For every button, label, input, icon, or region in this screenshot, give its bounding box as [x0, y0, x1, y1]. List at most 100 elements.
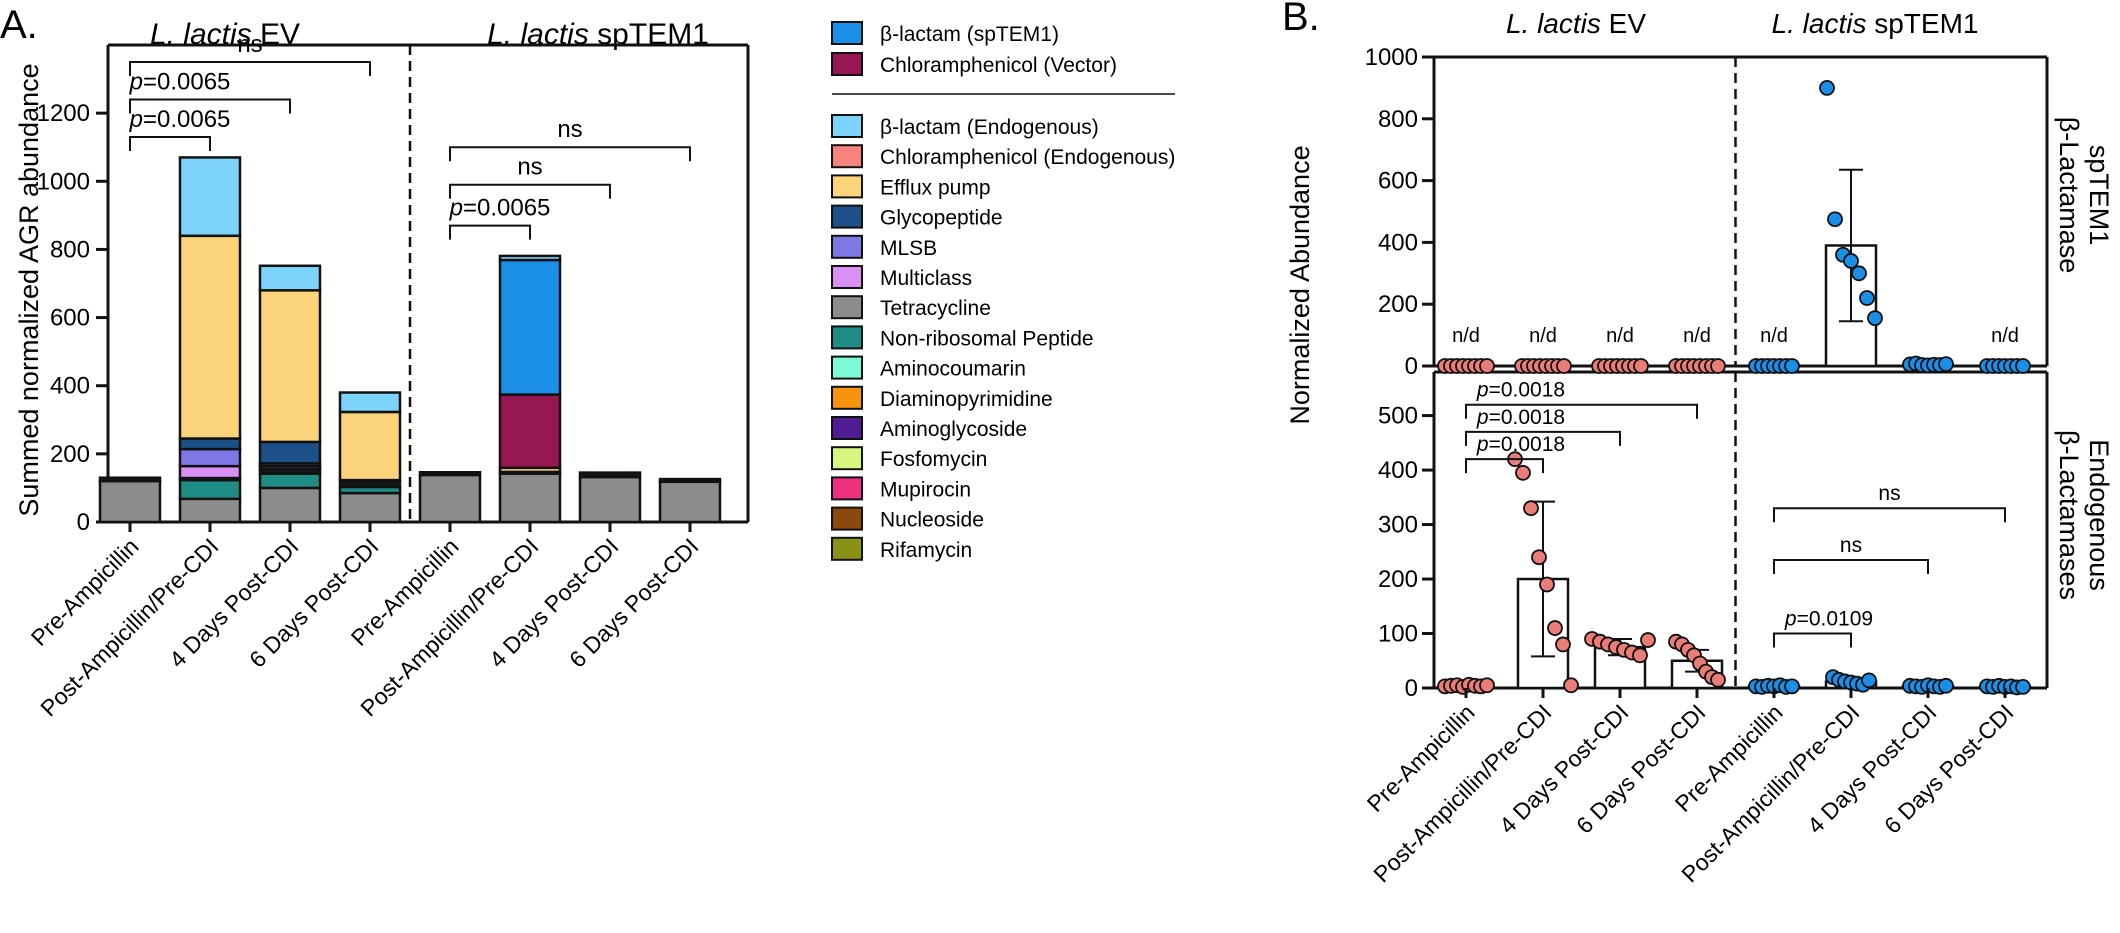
panel-b-data-point: [1539, 576, 1555, 593]
legend-swatch-fosfomycin: [831, 446, 863, 471]
bar-segment-tetracycline: [658, 480, 722, 524]
panel-b-data-point: [1479, 677, 1495, 694]
legend-swatch-efflux-pump: [831, 174, 863, 199]
legend: β-lactam (spTEM1) Chloramphenicol (Vector…: [831, 21, 1175, 562]
panel-a: A. L. lactis EV L. lactis spTEM1 Summed …: [0, 3, 750, 721]
legend-label-glycopeptide: Glycopeptide: [880, 207, 1003, 230]
panel-b-nd-label: n/d: [1452, 325, 1480, 347]
panel-b-data-point: [1710, 671, 1726, 688]
panel-a-sig-label: ns: [237, 31, 262, 58]
legend-label-lactam-endogenous: β-lactam (Endogenous): [880, 116, 1099, 139]
panel-b-y-tick-label: 0: [1405, 353, 1418, 380]
panel-a-sig-bracket: [449, 183, 611, 199]
panel-b-marks: n/d n/d n/d n/d n/d n/d: [1437, 80, 2032, 696]
legend-label-rifamycin: Rifamycin: [880, 539, 972, 562]
legend-swatch-chloramphenicol-endogenous: [831, 144, 863, 169]
panel-b-sig-bracket: [1773, 507, 2006, 523]
panel-a-y-tick-label: 1200: [37, 100, 90, 127]
bar-segment-glycopeptide: [178, 437, 242, 451]
panel-b-data-point: [1640, 632, 1656, 648]
panel-b-row1-label-line2: β-Lactamase: [2054, 117, 2084, 274]
panel-b-data-point: [1515, 464, 1531, 481]
bar-segment-tetracycline: [258, 486, 322, 524]
panel-b-y-tick-label: 1000: [1365, 44, 1418, 71]
legend-label-aminocoumarin: Aminocoumarin: [880, 358, 1026, 381]
panel-b-data-point: [1827, 211, 1843, 228]
legend-swatch-non-ribosomal-peptide: [831, 325, 863, 350]
panel-a-y-tick-label: 800: [50, 236, 90, 263]
panel-a-sig-bracket: [449, 146, 691, 162]
panel-a-y-tick-label: 600: [50, 305, 90, 332]
panel-b-nd-label: n/d: [1683, 325, 1711, 347]
legend-swatch-glycopeptide: [831, 204, 863, 229]
legend-swatch-chloramphenicol-vector: [831, 52, 863, 76]
panel-b-x-tick-label: 4 Days Post-CDI: [1494, 699, 1633, 838]
bar-segment-non-ribosomal-peptide: [178, 478, 242, 501]
panel-a-sig-label-p: p: [449, 195, 463, 222]
panel-b-axes: 0 200 400 600 800 1000 0 100 200 300 400 500: [1365, 44, 2049, 702]
legend-label-mupirocin: Mupirocin: [880, 478, 971, 501]
bar-segment-rifamycin: [578, 471, 642, 479]
panel-b: B. L. lactis EV L. lactis spTEM1 Normali…: [1282, 0, 2114, 887]
panel-b-y-axis-label: Normalized Abundance: [1285, 145, 1315, 424]
panel-a-sig-bracket: [129, 61, 371, 77]
panel-b-sig-label-value: =0.0018: [1489, 433, 1566, 456]
panel-a-label: A.: [0, 3, 38, 47]
panel-b-sig-bracket: [1773, 632, 1852, 648]
panel-b-sig-label: p=0.0109: [1784, 608, 1873, 631]
panel-b-x-tick-label: 6 Days Post-CDI: [1571, 699, 1710, 838]
panel-b-data-point: [1819, 80, 1835, 96]
panel-b-data-point: [1784, 358, 1800, 374]
panel-b-y-tick-label: 100: [1378, 621, 1418, 648]
legend-swatch-aminocoumarin: [831, 355, 863, 380]
panel-b-sig-bracket: [1465, 403, 1698, 419]
panel-b-header-ev: L. lactis EV: [1506, 8, 1646, 39]
bar-segment-tetracycline: [178, 497, 242, 524]
panel-a-sig-label-value: =0.0065: [463, 195, 550, 222]
panel-b-header-sptem1-italic: L. lactis: [1772, 8, 1867, 39]
panel-a-y-tick-label: 1000: [37, 168, 90, 195]
panel-b-sig-label-p: p: [1784, 608, 1797, 631]
panel-b-data-point: [1556, 358, 1572, 374]
bar-segment-rifamycin: [418, 471, 482, 477]
panel-b-data-point: [2015, 679, 2031, 695]
panel-a-sig-label: ns: [557, 116, 582, 143]
panel-a-bars: [98, 156, 722, 532]
legend-swatch-rifamycin: [831, 536, 863, 561]
legend-swatch-tetracycline: [831, 295, 863, 320]
bar-segment-chloramphenicol-vector: [498, 393, 562, 470]
legend-label-efflux-pump: Efflux pump: [880, 176, 991, 199]
panel-b-data-point: [1938, 677, 1954, 694]
panel-b-row2-label-line1: Endogenous: [2084, 439, 2114, 591]
panel-b-sig-bracket: [1773, 558, 1929, 574]
legend-swatch-lactam-endogenous: [831, 114, 863, 138]
bar-segment-glycopeptide: [258, 440, 322, 465]
panel-a-sig-bracket: [129, 98, 291, 114]
legend-label-diaminopyrimidine: Diaminopyrimidine: [880, 388, 1053, 411]
legend-swatch-aminoglycoside: [831, 416, 863, 440]
bar-segment-efflux-pump: [258, 289, 322, 444]
bar-segment-tetracycline: [418, 473, 482, 524]
legend-swatch-lactam-sptem1: [831, 21, 863, 45]
legend-swatch-nucleoside: [831, 506, 863, 531]
panel-b-row2-label-line2: β-Lactamases: [2054, 430, 2084, 600]
bar-segment-lactam-endogenous: [178, 156, 242, 238]
panel-b-data-point: [1710, 358, 1726, 374]
panel-b-nd-label: n/d: [1760, 325, 1788, 347]
legend-label-mlsb: MLSB: [880, 237, 937, 260]
panel-a-sig-bracket: [449, 224, 531, 240]
panel-a-sig-label: p=0.0065: [449, 195, 551, 222]
panel-b-sig-label-p: p: [1476, 379, 1489, 402]
panel-b-header-sptem1: L. lactis spTEM1: [1772, 8, 1979, 39]
panel-b-y-tick-label: 200: [1378, 291, 1418, 318]
panel-b-sig-bracket: [1465, 430, 1621, 446]
panel-b-label: B.: [1282, 0, 1320, 39]
panel-b-data-point: [1843, 253, 1859, 269]
legend-label-lactam-sptem1: β-lactam (spTEM1): [880, 23, 1059, 46]
bar-segment-mlsb: [178, 447, 242, 468]
legend-swatch-multiclass: [831, 265, 863, 289]
legend-label-aminoglycoside: Aminoglycoside: [880, 418, 1027, 441]
bar-segment-tetracycline: [578, 475, 642, 524]
